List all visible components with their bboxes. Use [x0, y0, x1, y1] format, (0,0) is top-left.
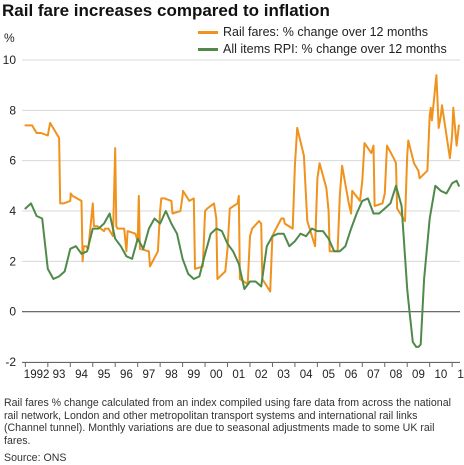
y-tick-label: 8 — [9, 103, 16, 117]
legend-label-rail-fares: Rail fares: % change over 12 months — [223, 25, 428, 39]
y-tick-label: 4 — [9, 204, 16, 218]
y-tick-label: -2 — [5, 355, 16, 369]
y-tick-label: 0 — [9, 305, 16, 319]
footnote: Rail fares % change calculated from an i… — [4, 397, 451, 447]
x-tick-label: 03 — [277, 369, 290, 381]
legend-label-rpi: All items RPI: % change over 12 months — [223, 42, 447, 56]
x-tick-label: 98 — [165, 369, 178, 381]
x-tick-label: 07 — [367, 369, 380, 381]
x-tick-label: 94 — [75, 369, 88, 381]
source-line: Source: ONS — [4, 452, 67, 464]
y-tick-label: 10 — [3, 53, 17, 67]
x-tick-label: 08 — [390, 369, 403, 381]
series-line-rail-fares — [24, 74, 460, 293]
y-tick-label: 6 — [9, 154, 16, 168]
x-tick-label: 11 — [457, 369, 464, 381]
x-tick-label: 04 — [300, 369, 313, 381]
x-tick-label: 95 — [98, 369, 111, 381]
x-tick-label: 10 — [435, 369, 448, 381]
legend: Rail fares: % change over 12 months All … — [198, 24, 447, 58]
x-tick-label: 96 — [120, 369, 133, 381]
legend-item-rail-fares: Rail fares: % change over 12 months — [198, 24, 447, 41]
rpi-swatch — [198, 48, 218, 51]
rail-fares-swatch — [198, 31, 218, 34]
x-tick-label: 1992 — [24, 369, 50, 381]
x-tick-label: 00 — [210, 369, 223, 381]
x-tick-label: 97 — [143, 369, 156, 381]
x-tick-label: 01 — [232, 369, 245, 381]
x-tick-label: 99 — [187, 369, 200, 381]
y-tick-label: 2 — [9, 254, 16, 268]
x-tick-label: 93 — [53, 369, 66, 381]
x-tick-label: 09 — [412, 369, 425, 381]
chart-title: Rail fare increases compared to inflatio… — [2, 1, 330, 20]
y-axis-unit-label: % — [4, 31, 15, 45]
series-line-rpi — [24, 179, 460, 348]
x-tick-label: 02 — [255, 369, 268, 381]
legend-item-rpi: All items RPI: % change over 12 months — [198, 41, 447, 58]
x-tick-label: 06 — [345, 369, 358, 381]
x-tick-label: 05 — [322, 369, 335, 381]
